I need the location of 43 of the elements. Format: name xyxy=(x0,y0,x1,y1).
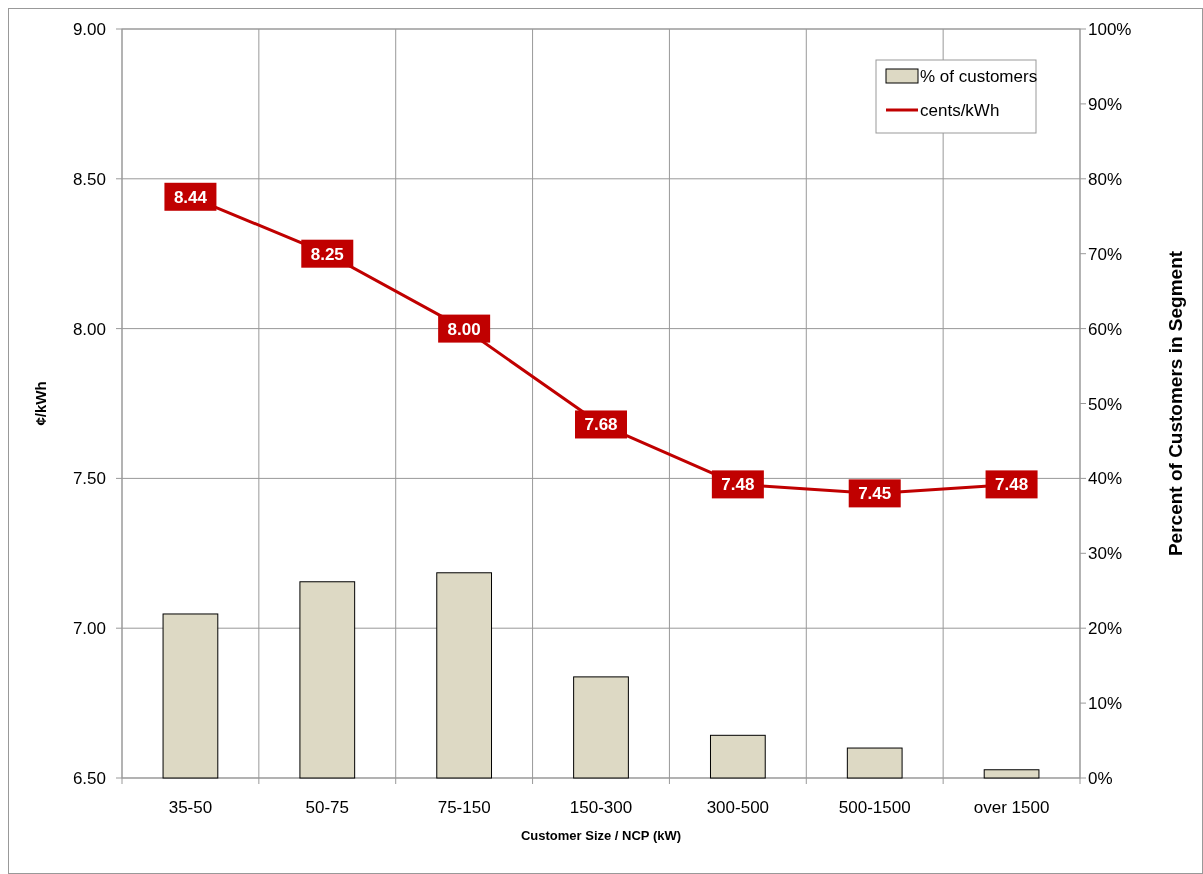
y-tick-label: 7.50 xyxy=(72,469,106,489)
data-label: 8.44 xyxy=(173,187,208,207)
data-label: 7.45 xyxy=(858,484,892,504)
y2-tick-label: 100% xyxy=(1088,20,1132,39)
data-label: 8.00 xyxy=(447,319,481,339)
x-axis-title: Customer Size / NCP (kW) xyxy=(520,828,682,843)
bar xyxy=(983,769,1040,779)
data-label: 8.25 xyxy=(310,244,344,264)
bar xyxy=(162,613,219,779)
data-label: 7.48 xyxy=(721,475,755,495)
bar xyxy=(573,676,629,779)
y-axis-title: ¢/kWh xyxy=(32,381,49,426)
x-tick-label: 75-150 xyxy=(437,798,491,817)
y-tick-label: 8.50 xyxy=(72,169,106,189)
bar xyxy=(299,581,356,779)
y-tick-label: 6.50 xyxy=(72,769,106,788)
legend-label: cents/kWh xyxy=(920,101,1000,120)
bar xyxy=(709,734,766,779)
y2-tick-label: 10% xyxy=(1088,694,1123,714)
y2-tick-label: 40% xyxy=(1088,469,1123,489)
y-tick-label: 8.00 xyxy=(72,319,106,339)
y-tick-label: 7.00 xyxy=(72,619,106,639)
bar xyxy=(846,747,903,779)
y2-tick-label: 20% xyxy=(1088,619,1123,639)
legend-label: % of customers xyxy=(920,67,1038,86)
y-tick-label: 9.00 xyxy=(72,20,106,39)
x-tick-label: 50-75 xyxy=(305,798,350,817)
x-tick-label: over 1500 xyxy=(973,798,1050,817)
data-label: 7.68 xyxy=(584,415,618,435)
y2-tick-label: 30% xyxy=(1088,544,1123,564)
x-tick-label: 150-300 xyxy=(569,798,633,817)
x-tick-label: 35-50 xyxy=(168,798,213,817)
bar xyxy=(436,572,493,779)
x-tick-label: 300-500 xyxy=(706,798,770,817)
y2-tick-label: 90% xyxy=(1088,94,1123,114)
x-tick-label: 500-1500 xyxy=(838,798,911,817)
y2-tick-label: 80% xyxy=(1088,169,1123,189)
y2-tick-label: 50% xyxy=(1088,394,1123,414)
y2-tick-label: 70% xyxy=(1088,244,1123,264)
data-label: 7.48 xyxy=(995,475,1029,495)
y2-tick-label: 0% xyxy=(1088,769,1113,788)
y2-tick-label: 60% xyxy=(1088,319,1123,339)
y2-axis-title: Percent of Customers in Segment xyxy=(1165,250,1186,557)
